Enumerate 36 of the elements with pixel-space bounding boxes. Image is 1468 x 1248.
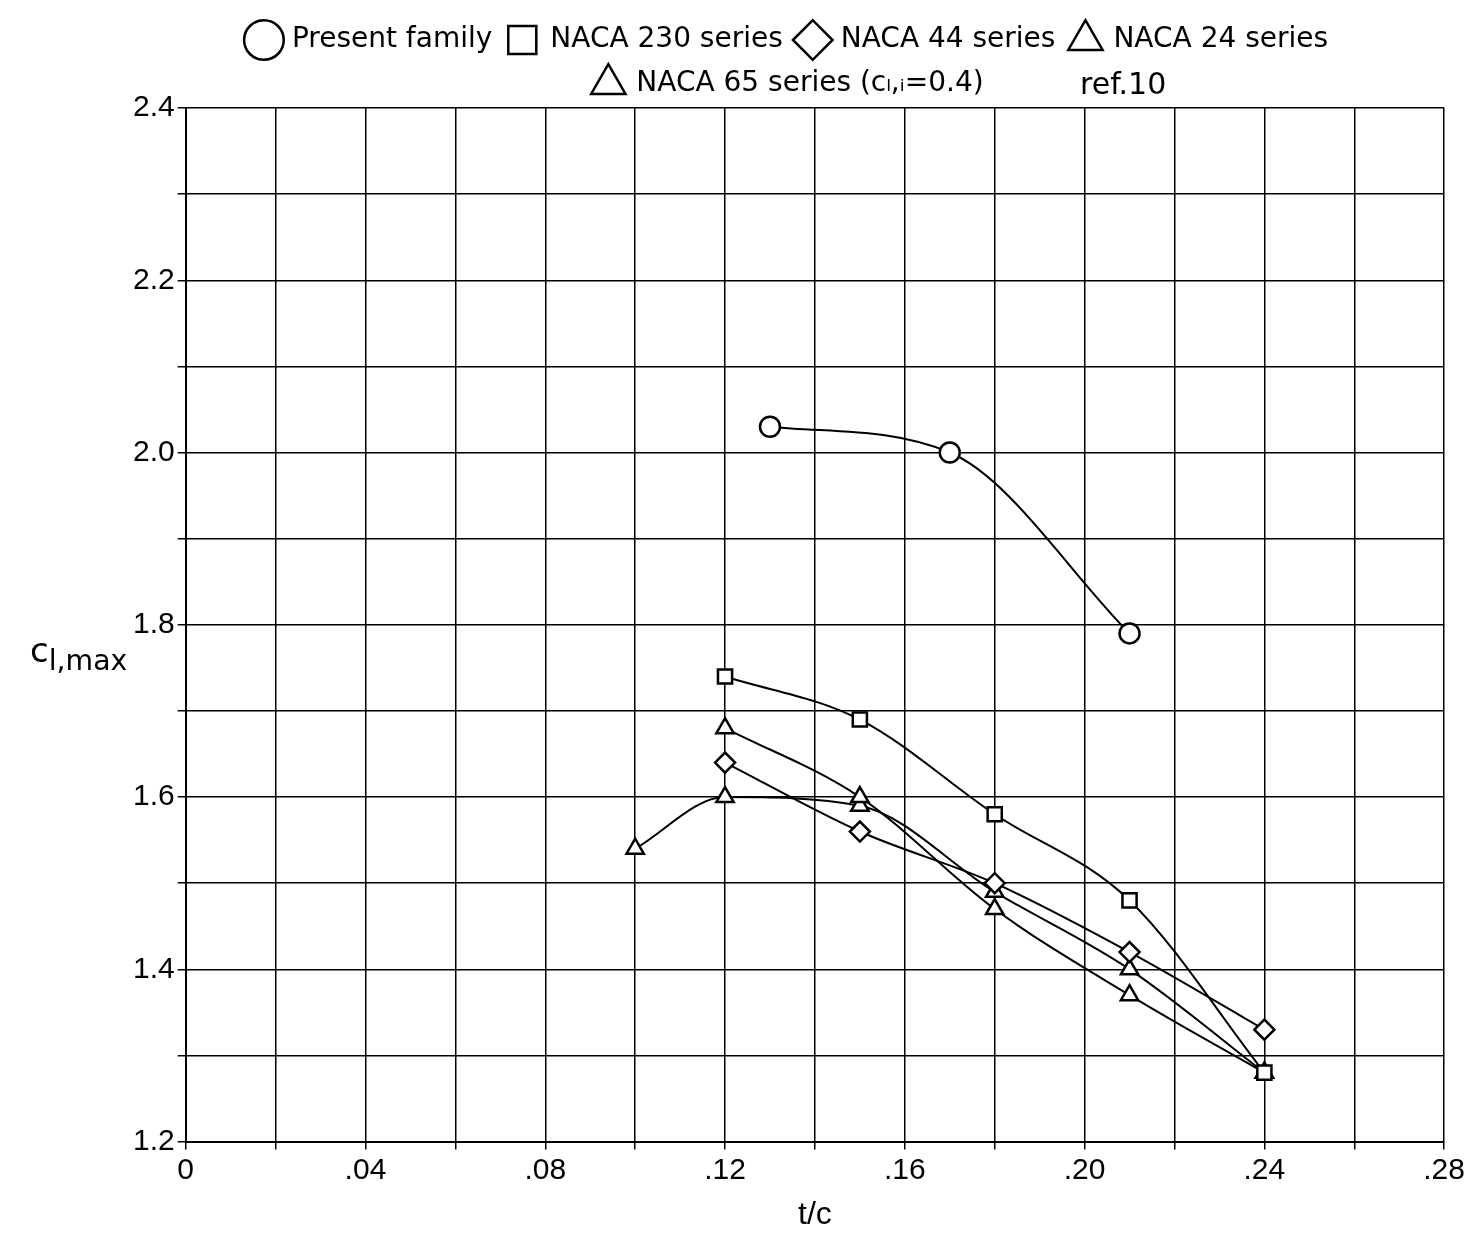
legend-label: NACA 44 series	[840, 21, 1056, 55]
x-tick-label: 0	[177, 1151, 195, 1185]
point	[1118, 940, 1141, 964]
y-tick-label: 1.4	[132, 950, 175, 984]
x-tick-label: .28	[1423, 1151, 1466, 1185]
x-tick-label: .16	[883, 1151, 926, 1185]
x-tick-label: .12	[704, 1151, 746, 1185]
y-tick-label: 2.4	[132, 89, 175, 123]
point	[1118, 622, 1141, 645]
point	[983, 871, 1006, 895]
x-tick-label: .04	[344, 1151, 387, 1185]
point	[713, 751, 737, 774]
point	[1256, 1064, 1273, 1082]
y-tick-label: 2.2	[132, 261, 175, 295]
point	[938, 441, 962, 464]
y-tick-label: 1.2	[132, 1122, 175, 1156]
point	[1253, 1018, 1276, 1041]
y-tick-label: 2.0	[132, 433, 175, 467]
point	[848, 820, 872, 843]
text: ref.10	[1080, 66, 1167, 101]
point	[1121, 892, 1138, 909]
y-tick-label: 1.6	[132, 778, 175, 812]
point	[716, 668, 734, 685]
legend-label: NACA 24 series	[1113, 21, 1329, 55]
legend-label: NACA 65 series (cₗ,ᵢ=0.4)	[636, 65, 984, 99]
point	[758, 415, 782, 438]
x-tick-label: .20	[1063, 1151, 1106, 1185]
x-tick-label: .08	[524, 1151, 567, 1185]
legend-label: NACA 230 series	[550, 21, 783, 55]
point	[851, 711, 869, 728]
x-axis-title: t/c	[798, 1194, 832, 1231]
y-axis-title: c$_{l,max}$	[30, 630, 128, 677]
x-tick-label: .24	[1243, 1151, 1286, 1185]
y-tick-label: 1.8	[132, 606, 175, 640]
point	[986, 805, 1004, 823]
legend-label: Present family	[291, 21, 493, 55]
